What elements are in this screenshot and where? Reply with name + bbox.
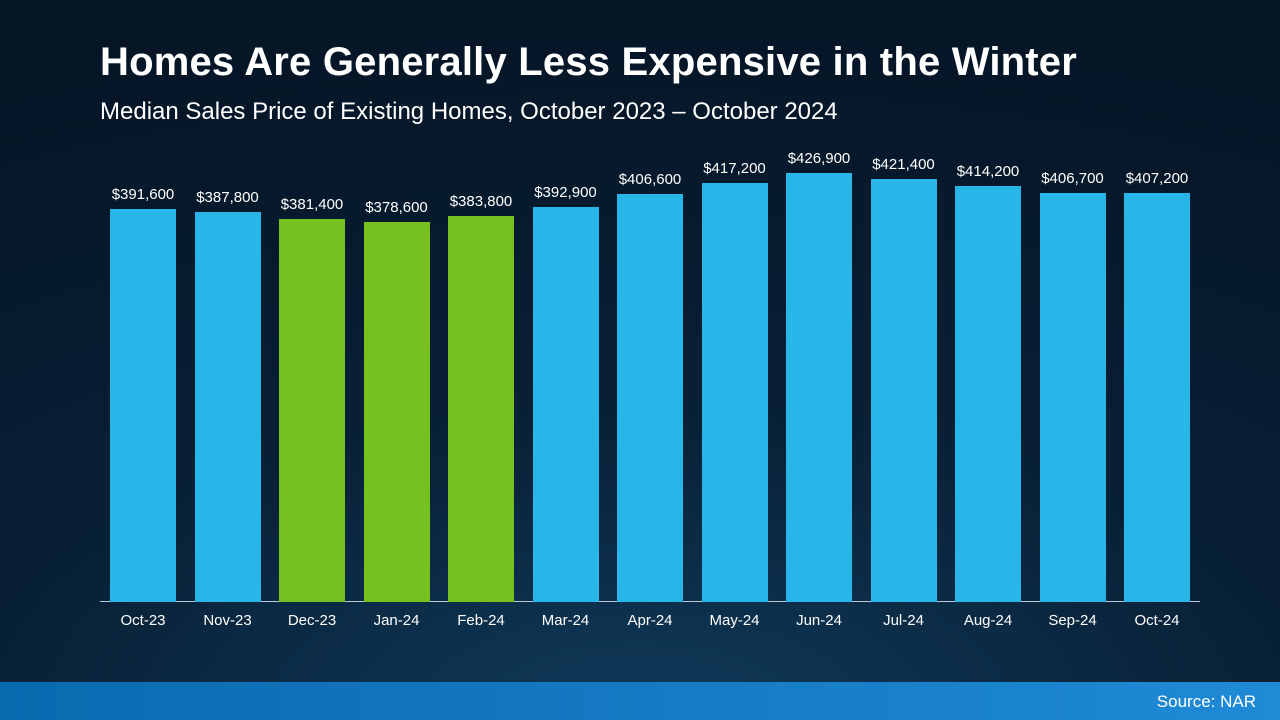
x-axis-label: Feb-24 [457, 612, 505, 629]
x-axis-label: Jan-24 [374, 612, 420, 629]
bar-value-label: $391,600 [112, 186, 175, 203]
bar-value-label: $387,800 [196, 189, 259, 206]
x-axis-label: Oct-23 [120, 612, 165, 629]
bar [448, 216, 514, 602]
chart-title: Homes Are Generally Less Expensive in th… [100, 40, 1077, 85]
footer-bar: Source: NAR [0, 682, 1280, 720]
x-axis-label: Dec-23 [288, 612, 336, 629]
bar-value-label: $378,600 [365, 199, 428, 216]
bar [110, 209, 176, 602]
bar [364, 222, 430, 602]
x-axis-label: Aug-24 [964, 612, 1012, 629]
bar-value-label: $417,200 [703, 160, 766, 177]
bar [195, 212, 261, 602]
bar-value-label: $407,200 [1126, 170, 1189, 187]
x-axis-label: May-24 [709, 612, 759, 629]
bar [702, 183, 768, 602]
bar [533, 207, 599, 602]
x-axis-label: Sep-24 [1048, 612, 1096, 629]
bar-value-label: $406,600 [619, 171, 682, 188]
bar-value-label: $421,400 [872, 156, 935, 173]
x-axis-label: Jun-24 [796, 612, 842, 629]
bar-value-label: $414,200 [957, 163, 1020, 180]
bar [1040, 193, 1106, 602]
bar-chart: $391,600 Oct-23 $387,800 Nov-23 $381,400 Dec-… [100, 160, 1200, 630]
bar [279, 219, 345, 602]
chart-subtitle: Median Sales Price of Existing Homes, Oc… [100, 98, 838, 126]
bar [786, 173, 852, 602]
bar-value-label: $381,400 [281, 196, 344, 213]
bar-value-label: $426,900 [788, 150, 851, 167]
bar [1124, 193, 1190, 602]
bar-value-label: $406,700 [1041, 170, 1104, 187]
bar [955, 186, 1021, 602]
bar [871, 179, 937, 602]
x-axis-label: Oct-24 [1134, 612, 1179, 629]
bar-value-label: $383,800 [450, 193, 513, 210]
x-axis-label: Mar-24 [542, 612, 590, 629]
bar [617, 194, 683, 602]
x-axis-label: Nov-23 [203, 612, 251, 629]
slide: Homes Are Generally Less Expensive in th… [0, 0, 1280, 720]
bar-value-label: $392,900 [534, 184, 597, 201]
x-axis-label: Jul-24 [883, 612, 924, 629]
x-axis-label: Apr-24 [627, 612, 672, 629]
source-text: Source: NAR [1157, 692, 1256, 712]
